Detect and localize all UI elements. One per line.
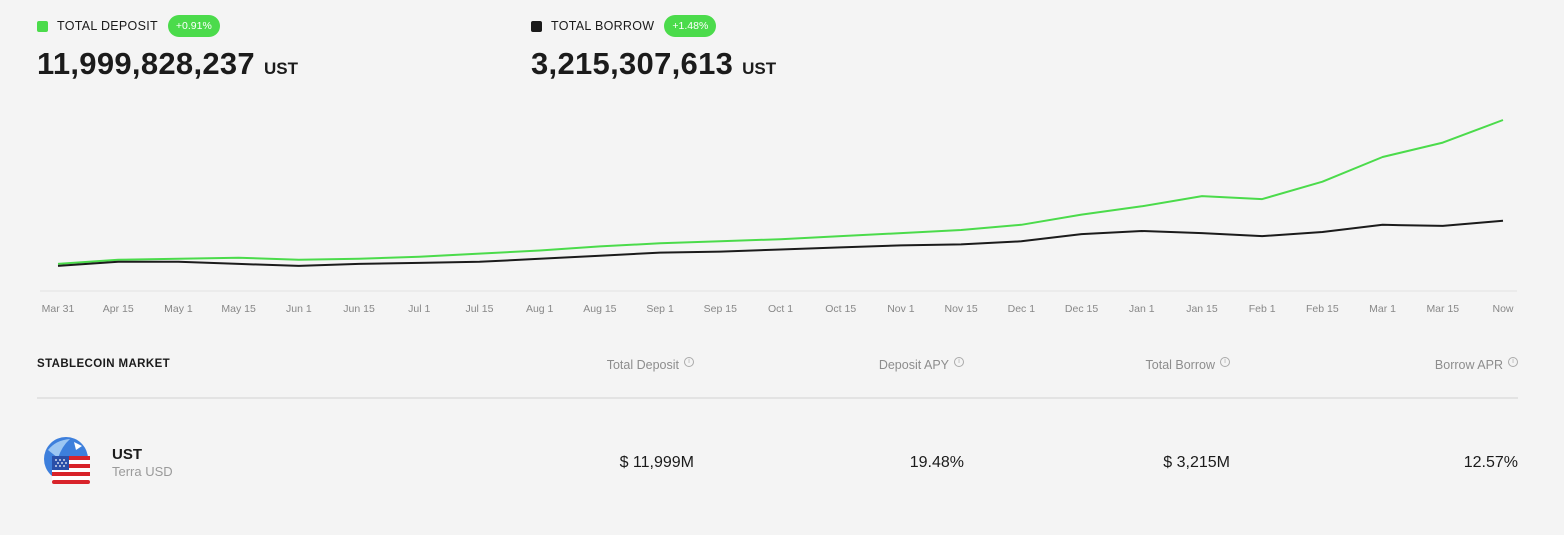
total-borrow-value: 3,215,307,613 [531, 46, 734, 81]
x-tick-label: Jun 1 [286, 303, 312, 315]
x-tick-label: Nov 1 [887, 303, 915, 315]
deposit-legend-swatch [37, 20, 48, 32]
x-tick-label: Now [1492, 303, 1513, 315]
x-tick-label: Jun 15 [343, 303, 375, 315]
x-tick-label: May 1 [164, 303, 193, 315]
borrow-apr-cell: 12.57% [1463, 454, 1518, 471]
column-header-label: Borrow APR [1434, 358, 1503, 372]
x-tick-label: Mar 1 [1369, 303, 1396, 315]
column-header-total-borrow[interactable]: Total Borrow i [1145, 357, 1230, 372]
x-tick-label: May 15 [221, 303, 256, 315]
total-borrow-stat: TOTAL BORROW +1.48% 3,215,307,613 UST [531, 14, 776, 82]
borrow-series-line [57, 219, 1504, 267]
deposit-apy-cell: 19.48% [909, 454, 964, 471]
info-circle-icon[interactable]: i [1508, 357, 1518, 367]
x-tick-label: Mar 15 [1426, 303, 1459, 315]
deposit-change-badge: +0.91% [167, 15, 220, 37]
x-tick-label: Aug 15 [583, 303, 616, 315]
borrow-legend-swatch [531, 20, 542, 32]
column-header-label: Total Deposit [606, 358, 679, 372]
x-tick-label: Jul 1 [408, 303, 430, 315]
x-tick-label: Oct 15 [825, 303, 856, 315]
table-divider [37, 397, 1518, 399]
total-deposit-label: TOTAL DEPOSIT [57, 19, 158, 33]
deposit-series-line [57, 119, 1504, 265]
series-layer [57, 119, 1504, 267]
x-tick-label: Sep 1 [646, 303, 674, 315]
coin-symbol: UST [112, 446, 142, 463]
info-circle-icon[interactable]: i [684, 357, 694, 367]
x-tick-label: Jan 15 [1186, 303, 1218, 315]
column-header-borrow-apr[interactable]: Borrow APR i [1434, 357, 1518, 372]
info-circle-icon[interactable]: i [1220, 357, 1230, 367]
x-tick-label: Sep 15 [704, 303, 737, 315]
total-deposit-unit: UST [263, 59, 298, 78]
x-tick-label: Oct 1 [768, 303, 793, 315]
info-circle-icon[interactable]: i [954, 357, 964, 367]
x-axis: Mar 31 Apr 15 May 1 May 15 Jun 1 Jun 15 Jul 1 J… [40, 290, 1517, 315]
x-tick-label: Aug 1 [526, 303, 554, 315]
x-tick-label: Dec 15 [1065, 303, 1098, 315]
total-deposit-stat: TOTAL DEPOSIT +0.91% 11,999,828,237 UST [37, 14, 298, 82]
column-header-label: Total Borrow [1145, 358, 1215, 372]
stablecoin-market-title: STABLECOIN MARKET [37, 358, 171, 370]
x-tick-label: Apr 15 [103, 303, 134, 315]
table-row[interactable]: UST Terra USD $ 11,999M 19.48% $ 3,215M … [37, 432, 1518, 492]
coin-name: Terra USD [112, 464, 173, 479]
x-tick-label: Dec 1 [1008, 303, 1036, 315]
x-tick-label: Nov 15 [944, 303, 977, 315]
x-tick-label: Jul 15 [465, 303, 493, 315]
total-borrow-cell: $ 3,215M [1163, 454, 1230, 471]
total-deposit-value: 11,999,828,237 [37, 46, 255, 81]
total-borrow-label: TOTAL BORROW [551, 19, 655, 33]
borrow-change-badge: +1.48% [664, 15, 717, 37]
x-tick-label: Jan 1 [1129, 303, 1155, 315]
total-borrow-unit: UST [742, 59, 777, 78]
market-table-header: STABLECOIN MARKET Total Deposit i Deposi… [37, 357, 1518, 378]
column-header-label: Deposit APY [878, 358, 949, 372]
ust-flag-icon [44, 437, 90, 484]
column-header-deposit-apy[interactable]: Deposit APY i [878, 357, 964, 372]
total-deposit-cell: $ 11,999M [619, 454, 694, 471]
x-tick-label: Mar 31 [42, 303, 75, 315]
deposit-borrow-line-chart[interactable]: Mar 31 Apr 15 May 1 May 15 Jun 1 Jun 15 Jul 1 J… [0, 0, 1564, 330]
x-tick-label: Feb 15 [1306, 303, 1339, 315]
column-header-total-deposit[interactable]: Total Deposit i [606, 357, 694, 372]
x-tick-label: Feb 1 [1249, 303, 1276, 315]
